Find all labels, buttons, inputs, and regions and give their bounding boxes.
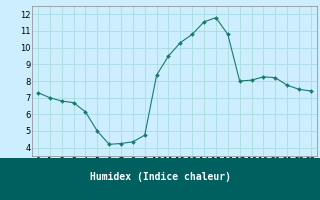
Text: Humidex (Indice chaleur): Humidex (Indice chaleur)	[90, 172, 230, 182]
